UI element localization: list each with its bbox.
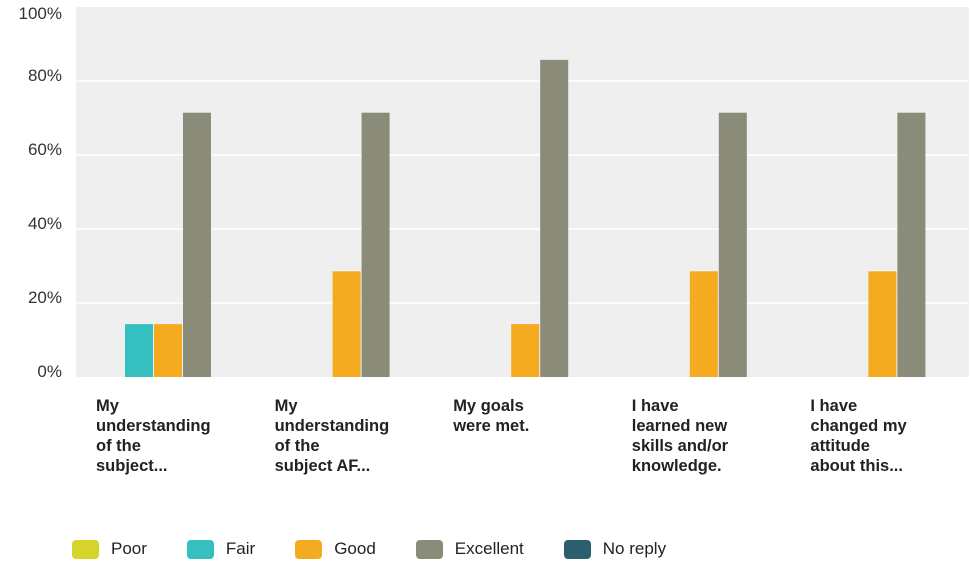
legend-swatch [295,539,323,559]
y-axis-ticks: 0% 20% 40% 60% 80% 100% [19,4,62,381]
bar-good [154,324,182,377]
bars [125,59,926,378]
bar-excellent [718,112,747,378]
x-tick-label: My understanding of the subject AF... [274,397,390,475]
bar-good [511,324,540,377]
legend-swatch [186,539,214,559]
legend: Poor Fair Good Excellent No reply [72,539,706,559]
x-tick-label: I have learned new skills and/or knowledge. [631,397,729,475]
plot-area [76,7,969,377]
y-tick-label: 80% [28,66,62,85]
legend-label: Excellent [454,539,524,558]
y-tick-label: 60% [28,140,62,159]
x-tick-label: My goals were met. [453,397,530,435]
bar-good [868,271,897,377]
bar-excellent [540,59,569,378]
gridlines [76,80,969,304]
legend-swatch [415,539,443,559]
legend-swatch [563,539,591,559]
y-tick-label: 100% [19,4,62,23]
x-tick-label: My understanding of the subject... [96,397,211,475]
legend-item: Excellent [415,539,524,559]
legend-label: Fair [225,539,256,558]
x-tick-label: I have changed my attitude about this... [810,397,907,475]
bar-excellent [897,112,926,378]
y-tick-label: 20% [28,288,62,307]
bar-good [332,271,361,377]
legend-label: No reply [602,539,667,558]
bar-good [689,271,718,377]
legend-swatch [72,539,99,559]
bar-excellent [361,112,390,378]
legend-label: Good [334,539,376,558]
y-tick-label: 40% [28,214,62,233]
legend-item: Poor [72,539,147,559]
legend-item: Fair [186,539,256,559]
y-tick-label: 0% [37,362,62,381]
legend-item: No reply [563,539,667,559]
bar-fair [125,324,153,377]
bar-excellent [183,112,211,378]
legend-label: Poor [111,539,147,558]
legend-item: Good [295,539,376,559]
